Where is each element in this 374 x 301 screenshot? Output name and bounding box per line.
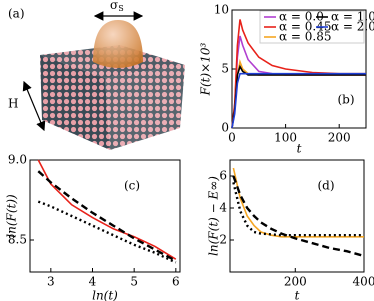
series-line [231,35,366,129]
y-tick-label: 2 [219,233,227,247]
sigma-sub: S [118,4,123,13]
sigma-label: σS [110,0,124,13]
height-arrow [22,80,46,132]
droplet [93,20,143,68]
x-tick-label: 400 [353,275,374,289]
legend-label: α = 0.45 [279,20,332,34]
y-axis-label: ln(F(t)) [5,194,19,238]
legend-label: α = 1.0 [331,10,374,24]
legend-label: α = 0.85 [279,30,332,44]
series-line [231,72,366,129]
cube-right [105,65,185,150]
series-line [37,200,177,264]
x-tick-label: 6 [172,275,180,289]
x-tick-label: 3 [47,275,55,289]
series-line [232,182,364,237]
x-axis-label: t [297,142,302,156]
x-tick-label: 200 [284,275,307,289]
panel-label: (b) [337,93,354,107]
chart: 3 4 5 6 8.5 9.0 (c) ln(t) ln(F(t)) [5,153,181,301]
series-line [232,175,365,258]
chart: 200 400 2 4 6 (d) t ln(F(t) − E∞) [207,159,374,301]
x-tick-label: 100 [274,131,297,145]
y-tick-label: 0 [221,121,229,135]
y-axis-label: ln(F(t) − E∞) [207,176,221,256]
series-line [231,19,366,129]
cube-left [40,55,110,150]
y-tick-label: 10 [214,3,229,17]
legend-label: α = 2.0 [331,20,374,34]
plot-frame [29,159,181,273]
y-tick-label: 9.0 [8,153,27,167]
legend: α = 0.0α = 0.45α = 0.85 α = 1.0α = 2.0 [259,10,374,44]
panel-label: (d) [317,179,334,193]
y-tick-label: 4 [219,201,227,215]
panel-label: (a) [8,7,25,21]
x-tick-label: 0 [228,131,236,145]
series-line [231,64,366,129]
x-tick-label: 4 [89,275,97,289]
x-axis-label: ln(t) [92,289,118,301]
x-axis-label: t [295,289,300,301]
y-tick-label: 6 [219,169,227,183]
panel-label: (c) [124,179,140,193]
legend-box [259,10,365,44]
sigma: σ [110,0,118,12]
y-tick-label: 5 [221,62,229,76]
legend-label: α = 0.0 [279,10,324,24]
series-line [232,167,364,238]
series-line [37,170,177,262]
chart: 0 100 200 0 5 10 (b) t F(t)×10³ α = 0.0α = 0.45α … [199,3,374,156]
series-line [37,159,177,260]
x-tick-label: 5 [130,275,138,289]
y-tick-label: 8.5 [8,233,27,247]
y-axis-label: F(t)×10³ [199,42,213,96]
plot-frame [229,159,365,273]
panel-a: (a) σS H [8,0,185,150]
h-label: H [8,97,18,111]
x-tick-label: 200 [328,131,351,145]
